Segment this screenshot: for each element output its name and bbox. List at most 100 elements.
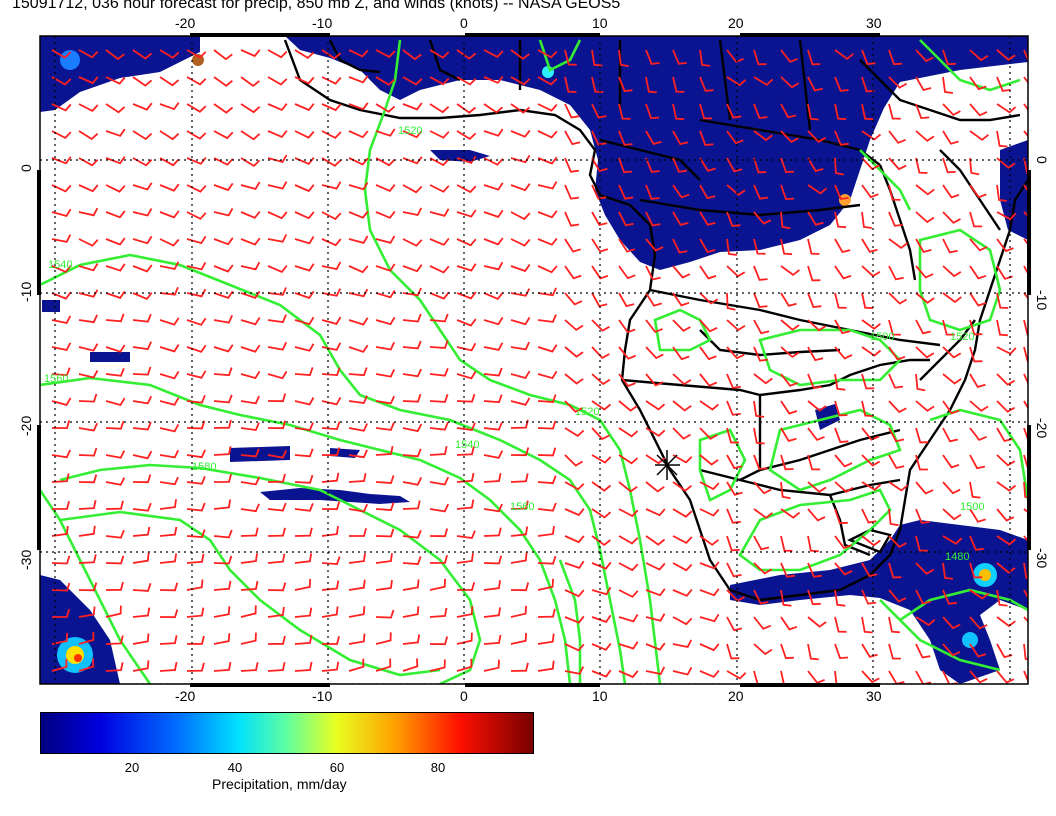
wind-barb [780,346,800,359]
wind-barb [321,396,342,406]
wind-barb [753,481,772,495]
wind-barb [645,184,660,200]
wind-barb [429,528,449,538]
wind-barb [429,607,448,618]
wind-barb [456,393,476,403]
wind-barb [591,373,611,386]
wind-barb [861,292,874,309]
wind-barb [213,580,232,591]
wind-barb [213,207,234,217]
wind-barb [618,130,633,146]
wind-barb [240,157,261,168]
wind-barb [78,525,96,537]
wind-barb [753,454,768,470]
wind-barb [456,209,477,218]
wind-barb [618,373,636,388]
wind-barb [510,211,531,221]
wind-barb [132,157,153,167]
wind-barb [348,157,369,166]
wind-barb [834,454,853,468]
wind-barb [159,317,180,326]
wind-barb [294,661,313,672]
wind-barb [159,476,179,486]
wind-barb [969,481,981,499]
wind-barb [267,130,288,138]
wind-barb [51,608,70,618]
wind-barb [429,421,449,431]
wind-barb [510,341,530,351]
wind-barb [726,535,740,552]
wind-barb [645,613,666,622]
wind-barb [456,658,473,672]
wind-barb [132,660,150,672]
wind-barb [996,400,1016,413]
wind-barb [51,184,72,193]
wind-barb [753,616,772,630]
wind-barb [1023,670,1028,684]
contour-label: 1500 [870,331,894,343]
wind-barb [159,609,179,619]
wind-barb [78,76,99,85]
contour-label: 1560 [510,501,534,513]
lat-labels-right: 0 -10 -20 -30 [1034,156,1050,568]
wind-barb [348,182,369,191]
wind-barb [105,420,125,430]
wind-barb [861,346,882,357]
wind-barb [186,635,205,645]
wind-barb [105,210,126,219]
wind-barb [834,427,849,443]
lon-tick-label: 20 [728,688,744,704]
wind-barb [267,287,287,296]
wind-barb [753,49,767,66]
wind-barb [78,370,99,379]
wind-barb [861,616,873,634]
wind-barb [996,319,1008,337]
wind-barb [1023,643,1028,661]
wind-barb [429,184,450,193]
wind-barb [294,448,314,458]
wind-barb [159,344,180,353]
wind-barb [294,130,315,139]
wind-barb [618,641,639,650]
wind-barb [186,579,204,591]
wind-barb [645,562,666,571]
wind-barb [807,643,819,661]
wind-barb [402,477,423,486]
wind-barb [510,662,529,672]
wind-barb [942,292,962,304]
wind-barb [726,346,745,360]
wind-barb [375,103,396,113]
wind-barb [888,508,899,527]
wind-barb [105,368,125,377]
wind-barb [78,207,99,217]
colorbar-label: Precipitation, mm/day [212,776,347,792]
wind-barb [483,209,504,218]
wind-barb [375,658,392,672]
wind-barb [969,292,987,307]
wind-barb [753,346,769,362]
wind-barb [591,586,612,596]
wind-barb [618,400,638,412]
wind-barb [780,562,796,578]
wind-barb [510,154,531,164]
wind-barb [888,292,908,305]
wind-barb [78,393,98,403]
wind-barb [483,75,504,84]
wind-barb [294,607,313,618]
contour-label: 1500 [960,501,984,513]
wind-barb [78,238,99,247]
wind-barb [645,642,666,651]
wind-barb [780,481,791,500]
wind-barb [564,76,577,93]
wind-barb [942,589,957,605]
wind-barb [240,210,261,219]
wind-barb [213,49,233,61]
wind-barb [510,473,529,483]
wind-barb [510,238,531,247]
wind-barb [483,367,503,377]
wind-barb [375,632,392,645]
contour-label: 1540 [48,259,72,271]
wind-barb [969,238,988,252]
wind-barb [807,508,826,522]
wind-barb [186,317,207,326]
